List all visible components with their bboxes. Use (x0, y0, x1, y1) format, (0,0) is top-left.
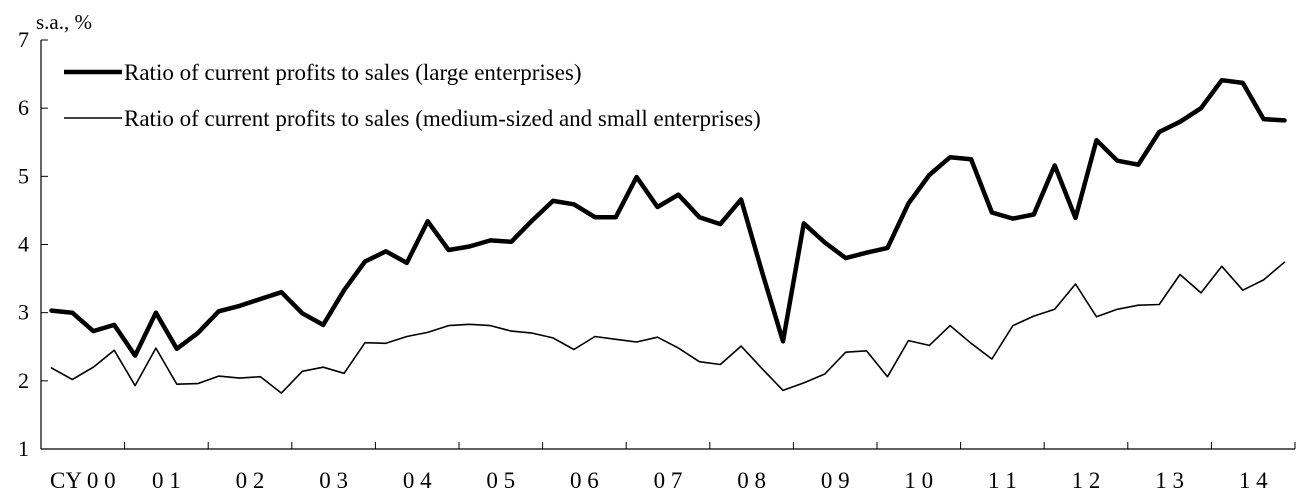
y-tick-label: 6 (18, 95, 29, 120)
x-tick-label: 0 6 (570, 468, 599, 493)
legend-label-large: Ratio of current profits to sales (large… (124, 60, 582, 85)
x-tick-label: 0 5 (486, 468, 515, 493)
x-tick-label: 0 3 (319, 468, 348, 493)
x-tick-label: 0 9 (821, 468, 850, 493)
legend: Ratio of current profits to sales (large… (64, 60, 761, 131)
series-line-small-medium-enterprises (50, 261, 1286, 394)
x-tick-label: 0 7 (654, 468, 683, 493)
x-axis: CY 0 0 0 1 0 2 0 3 0 4 0 5 0 6 0 7 0 8 0 9 1 0 1 1 1… (40, 442, 1296, 493)
y-unit-label: s.a., % (36, 10, 92, 34)
y-tick-label: 5 (18, 163, 29, 188)
x-tick-label: 0 2 (236, 468, 265, 493)
x-tick-label: 1 2 (1072, 468, 1101, 493)
x-tick-label: 1 0 (904, 468, 933, 493)
x-tick-label: 0 4 (403, 468, 432, 493)
x-tick-label: 1 1 (988, 468, 1017, 493)
y-tick-label: 2 (18, 368, 29, 393)
series-line-large-enterprises (49, 77, 1287, 358)
x-tick-label: 0 8 (737, 468, 766, 493)
y-tick-label: 1 (18, 436, 29, 461)
legend-label-small: Ratio of current profits to sales (mediu… (124, 106, 761, 131)
y-axis: 1 2 3 4 5 6 7 (18, 27, 48, 461)
y-tick-label: 4 (18, 232, 29, 257)
x-tick-label: 0 1 (152, 468, 181, 493)
x-tick-label: CY 0 0 (50, 468, 116, 493)
y-tick-label: 3 (18, 300, 29, 325)
x-tick-label: 1 4 (1239, 468, 1268, 493)
y-tick-label: 7 (18, 27, 29, 52)
plot-area (49, 77, 1287, 394)
x-tick-label: 1 3 (1155, 468, 1184, 493)
